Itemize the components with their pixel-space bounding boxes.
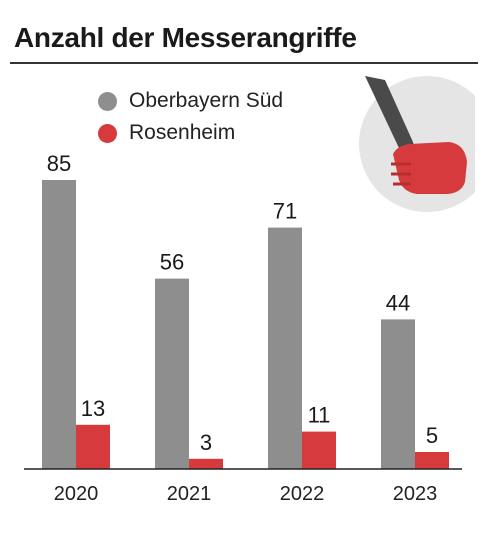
value-label-series-2-2023: 5: [426, 423, 438, 448]
legend-swatch-series-2: [98, 123, 117, 143]
legend-swatch-series-1: [98, 91, 117, 111]
legend-item-series-1: Oberbayern Süd: [98, 85, 283, 117]
fist: [393, 142, 467, 194]
value-label-series-1-2021: 56: [160, 250, 184, 275]
bar-series-1-2020: [42, 180, 76, 469]
legend: Oberbayern Süd Rosenheim: [98, 85, 283, 149]
x-tick-label-2023: 2023: [393, 483, 438, 505]
value-label-series-1-2022: 71: [273, 199, 297, 224]
chart-title: Anzahl der Messerangriffe: [14, 22, 357, 53]
legend-item-series-2: Rosenheim: [98, 117, 283, 149]
bar-series-1-2022: [268, 227, 302, 469]
fist-fingers: [391, 162, 411, 186]
bars-layer: 85 13 2020 56 3 2021 71 11 2022 44 5 2023: [42, 151, 449, 505]
value-label-series-2-2020: 13: [81, 396, 105, 421]
legend-label-series-2: Rosenheim: [129, 121, 236, 144]
bar-series-1-2021: [155, 278, 189, 469]
value-label-series-2-2022: 11: [308, 403, 331, 428]
knife-blade: [365, 76, 413, 148]
x-tick-label-2020: 2020: [54, 483, 99, 505]
knife-in-fist-icon: [359, 76, 475, 212]
bar-series-2-2023: [415, 452, 449, 469]
bar-series-2-2021: [189, 458, 223, 469]
legend-label-series-1: Oberbayern Süd: [129, 89, 284, 112]
bar-series-2-2020: [76, 424, 110, 469]
value-label-series-1-2020: 85: [47, 151, 71, 176]
x-tick-label-2022: 2022: [280, 483, 325, 505]
bar-series-1-2023: [381, 319, 415, 469]
bar-series-2-2022: [302, 431, 336, 469]
x-tick-label-2021: 2021: [167, 483, 212, 505]
value-label-series-2-2021: 3: [200, 430, 212, 455]
title-rule: [10, 62, 478, 64]
value-label-series-1-2023: 44: [386, 290, 410, 315]
